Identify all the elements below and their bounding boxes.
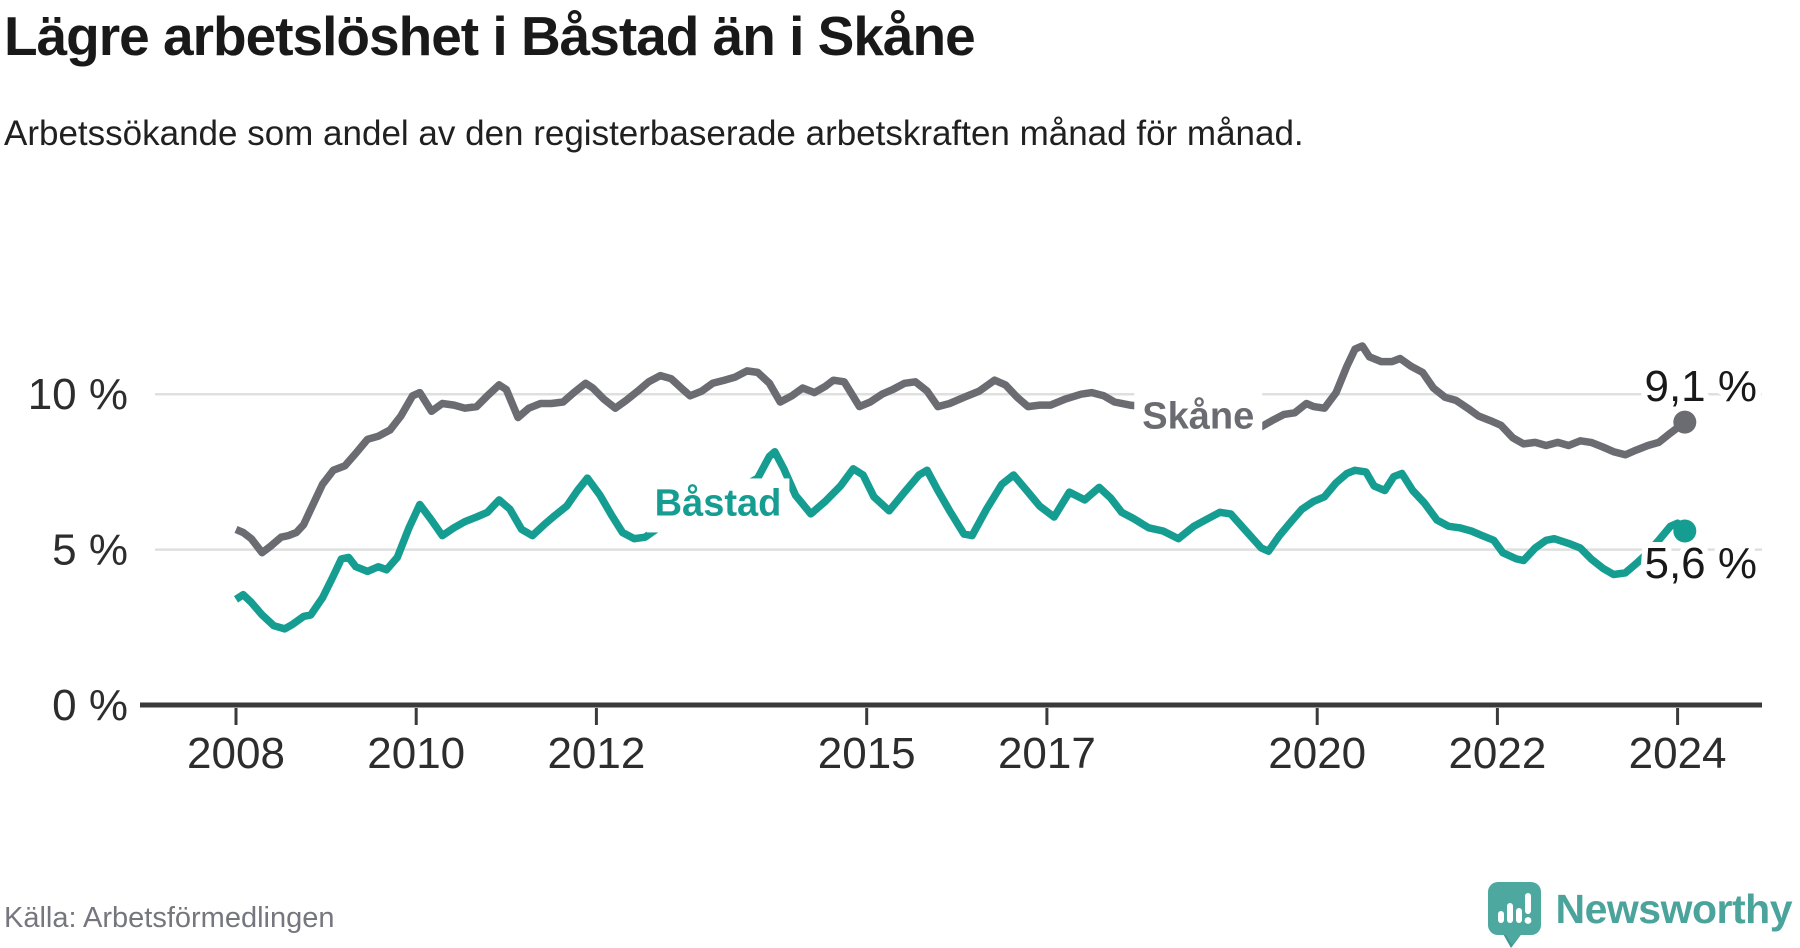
series-end-value-båstad: 5,6 % (1644, 539, 1757, 588)
page-title: Lägre arbetslöshet i Båstad än i Skåne (4, 5, 976, 67)
series-line-skåne (234, 342, 1688, 557)
x-tick-label: 2015 (818, 729, 916, 778)
source-note: Källa: Arbetsförmedlingen (4, 902, 335, 934)
x-tick-label: 2012 (547, 729, 645, 778)
y-tick-label: 0 % (52, 681, 128, 730)
x-tick-label: 2010 (367, 729, 465, 778)
series-label-skåne: Skåne (1142, 395, 1254, 437)
series-label-halo (1134, 391, 1263, 446)
chart-subtitle: Arbetssökande som andel av den registerb… (4, 114, 1304, 153)
x-tick-label: 2017 (998, 729, 1096, 778)
newsworthy-wordmark: Newsworthy (1555, 885, 1793, 932)
x-tick-label: 2008 (187, 729, 285, 778)
y-tick-label: 5 % (52, 526, 128, 575)
newsworthy-speech-bubble-chart-icon (1487, 882, 1541, 948)
y-tick-label: 10 % (28, 370, 128, 419)
x-tick-label: 2024 (1629, 729, 1727, 778)
series-end-dot-båstad (1673, 519, 1697, 543)
series-end-dot-skåne (1673, 410, 1697, 434)
x-tick-label: 2020 (1268, 729, 1366, 778)
series-line-båstad (233, 447, 1688, 633)
series-label-båstad: Båstad (655, 482, 782, 524)
x-tick-label: 2022 (1448, 729, 1546, 778)
series-label-halo (646, 478, 790, 533)
newsworthy-logo: Newsworthy (1487, 882, 1793, 948)
series-end-value-skåne: 9,1 % (1644, 362, 1757, 411)
